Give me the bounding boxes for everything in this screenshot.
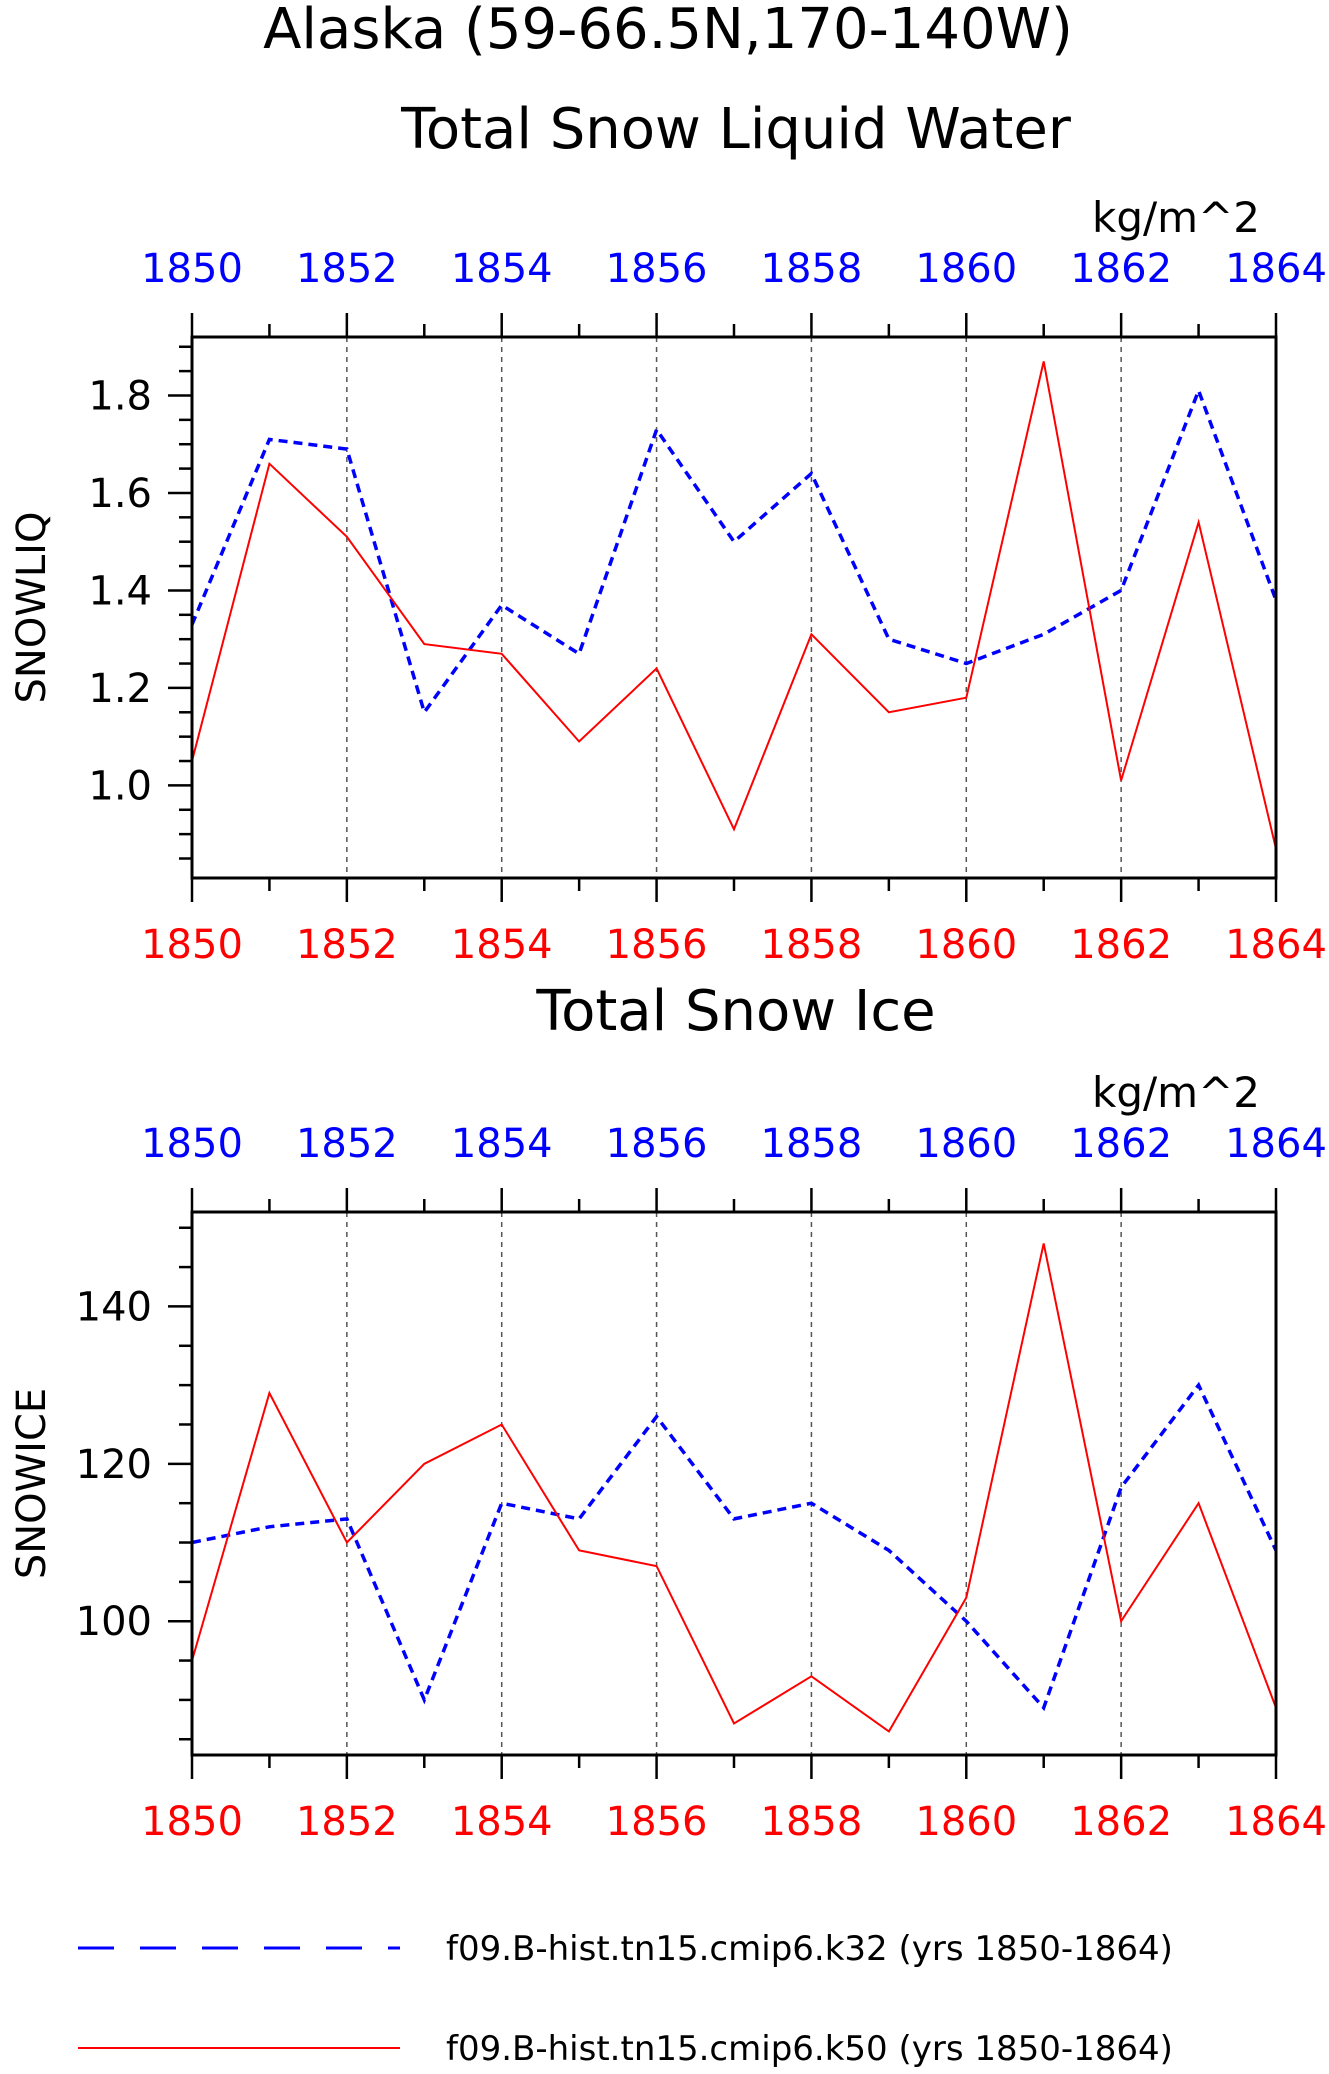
legend-item-k50: f09.B-hist.tn15.cmip6.k50 (yrs 1850-1864…: [78, 2029, 1173, 2069]
x-tick-label-top: 1860: [915, 246, 1017, 292]
panels: Total Snow Liquid Water kg/m^2 SNOWLIQ 1850…: [9, 97, 1327, 1845]
figure-title: Alaska (59-66.5N,170-140W): [263, 0, 1073, 62]
legend-label: f09.B-hist.tn15.cmip6.k32 (yrs 1850-1864…: [446, 1929, 1173, 1969]
x-tick-label-top: 1864: [1225, 1121, 1327, 1167]
x-tick-label-bottom: 1858: [761, 922, 863, 968]
y-axis-label: SNOWICE: [9, 1388, 55, 1579]
x-tick-label-top: 1850: [141, 246, 243, 292]
x-tick-label-bottom: 1856: [606, 1799, 708, 1845]
x-tick-label-bottom: 1852: [296, 922, 398, 968]
x-tick-label-top: 1852: [296, 1121, 398, 1167]
x-tick-label-bottom: 1860: [915, 1799, 1017, 1845]
x-tick-label-top: 1860: [915, 1121, 1017, 1167]
chart-title: Total Snow Liquid Water: [400, 97, 1072, 162]
y-tick-label: 1.2: [88, 666, 152, 712]
legend-label: f09.B-hist.tn15.cmip6.k50 (yrs 1850-1864…: [446, 2029, 1173, 2069]
chart-title: Total Snow Ice: [535, 979, 935, 1044]
series-line-k50: [192, 1243, 1276, 1733]
x-tick-label-bottom: 1856: [606, 922, 708, 968]
legend: f09.B-hist.tn15.cmip6.k32 (yrs 1850-1864…: [78, 1929, 1173, 2069]
x-tick-label-bottom: 1854: [451, 922, 553, 968]
chart-panel-2: Total Snow Ice kg/m^2 SNOWICE 1850 1850 1852 1…: [9, 979, 1327, 1845]
plot-frame: [190, 1210, 1278, 1757]
y-tick-label: 100: [76, 1599, 152, 1645]
y-tick-label: 1.6: [88, 471, 152, 517]
x-tick-label-bottom: 1864: [1225, 922, 1327, 968]
x-tick-label-top: 1850: [141, 1121, 243, 1167]
x-tick-label-top: 1858: [761, 246, 863, 292]
x-tick-label-bottom: 1854: [451, 1799, 553, 1845]
units-label: kg/m^2: [1092, 193, 1260, 242]
series-line-k32: [192, 1381, 1276, 1712]
x-tick-label-top: 1856: [606, 1121, 708, 1167]
x-tick-label-bottom: 1852: [296, 1799, 398, 1845]
y-axis-label: SNOWLIQ: [9, 512, 55, 704]
plot-frame: [190, 335, 1278, 880]
x-tick-label-top: 1856: [606, 246, 708, 292]
x-tick-label-top: 1852: [296, 246, 398, 292]
y-tick-label: 1.4: [88, 568, 152, 614]
y-tick-label: 1.8: [88, 373, 152, 419]
x-tick-label-top: 1862: [1070, 246, 1172, 292]
units-label: kg/m^2: [1092, 1068, 1260, 1117]
x-tick-label-bottom: 1850: [141, 1799, 243, 1845]
x-tick-label-bottom: 1858: [761, 1799, 863, 1845]
x-tick-label-top: 1854: [451, 246, 553, 292]
y-tick-label: 1.0: [88, 763, 152, 809]
y-tick-label: 140: [76, 1284, 152, 1330]
series-line-k32: [192, 385, 1276, 717]
x-tick-label-top: 1858: [761, 1121, 863, 1167]
legend-item-k32: f09.B-hist.tn15.cmip6.k32 (yrs 1850-1864…: [78, 1929, 1173, 1969]
x-tick-label-top: 1854: [451, 1121, 553, 1167]
x-tick-label-bottom: 1850: [141, 922, 243, 968]
x-tick-label-top: 1862: [1070, 1121, 1172, 1167]
x-tick-label-top: 1864: [1225, 246, 1327, 292]
y-tick-label: 120: [76, 1442, 152, 1488]
x-tick-label-bottom: 1864: [1225, 1799, 1327, 1845]
x-tick-label-bottom: 1862: [1070, 922, 1172, 968]
x-tick-label-bottom: 1860: [915, 922, 1017, 968]
x-tick-label-bottom: 1862: [1070, 1799, 1172, 1845]
chart-panel-1: Total Snow Liquid Water kg/m^2 SNOWLIQ 1850…: [9, 97, 1327, 968]
series-line-k50: [192, 361, 1276, 850]
